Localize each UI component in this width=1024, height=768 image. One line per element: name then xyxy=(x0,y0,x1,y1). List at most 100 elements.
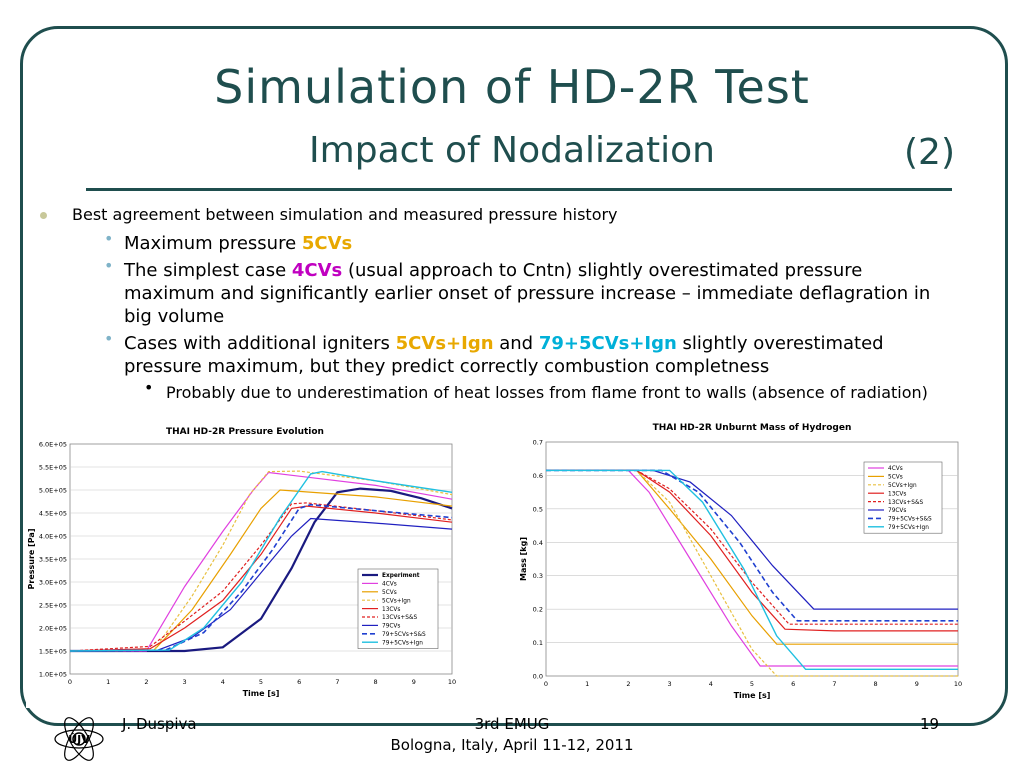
sub-bullet-3-text: Cases with additional igniters xyxy=(124,333,396,354)
x-tick-label: 6 xyxy=(791,680,795,688)
x-tick-label: 7 xyxy=(832,680,836,688)
legend-label: 4CVs xyxy=(382,582,397,588)
series-line-5 xyxy=(69,502,453,652)
sub-bullet-3-highlight-a: 5CVs+Ign xyxy=(395,333,494,354)
legend-label: 79+5CVs+Ign xyxy=(382,640,423,646)
y-tick-label: 4.0E+05 xyxy=(39,533,67,541)
slide-frame xyxy=(20,26,1008,726)
sub-bullet-1-highlight: 5CVs xyxy=(301,233,353,254)
slide-part-number: (2) xyxy=(904,132,955,173)
chart-title: THAI HD-2R Pressure Evolution xyxy=(166,427,324,437)
x-tick-label: 0 xyxy=(544,680,548,688)
legend-label: 13CVs+S&S xyxy=(888,500,923,506)
series-line-6 xyxy=(546,469,958,622)
y-tick-label: 3.0E+05 xyxy=(39,579,67,587)
sub-bullet-3-mid: and xyxy=(493,333,539,354)
legend-label: 79+5CVs+S&S xyxy=(888,517,932,523)
bullet-main: Best agreement between simulation and me… xyxy=(72,205,618,224)
bullet-dot xyxy=(40,212,47,219)
y-tick-label: 0.6 xyxy=(533,472,543,480)
y-tick-label: 0.0 xyxy=(533,673,543,681)
y-axis-label: Pressure [Pa] xyxy=(27,529,36,590)
x-tick-label: 9 xyxy=(412,678,416,686)
x-tick-label: 4 xyxy=(709,680,713,688)
y-tick-label: 5.0E+05 xyxy=(39,487,67,495)
title-divider xyxy=(86,188,952,191)
y-tick-label: 1.0E+05 xyxy=(39,671,67,679)
slide-subtitle: Impact of Nodalization xyxy=(309,130,715,171)
x-tick-label: 1 xyxy=(585,680,589,688)
y-tick-label: 4.5E+05 xyxy=(39,510,67,518)
y-axis-label: Mass [kg] xyxy=(519,537,528,581)
slide-title: Simulation of HD-2R Test xyxy=(214,60,810,114)
y-tick-label: 3.5E+05 xyxy=(39,556,67,564)
sub-bullet-marker: • xyxy=(104,329,114,348)
y-tick-label: 6.0E+05 xyxy=(39,441,67,449)
series-line-0 xyxy=(546,469,958,667)
x-tick-label: 5 xyxy=(259,678,263,686)
x-axis-label: Time [s] xyxy=(243,689,280,698)
legend-label: 79+5CVs+Ign xyxy=(888,525,929,531)
series-line-5 xyxy=(546,469,958,610)
sub-sub-bullet-marker: • xyxy=(144,378,154,397)
series-line-4 xyxy=(546,469,958,625)
sub-bullet-3-highlight-b: 79+5CVs+Ign xyxy=(538,333,677,354)
x-tick-label: 9 xyxy=(915,680,919,688)
sub-bullet-2: The simplest case 4CVs (usual approach t… xyxy=(124,259,954,328)
y-tick-label: 0.1 xyxy=(533,639,543,647)
series-line-7 xyxy=(546,469,958,670)
legend-label: 79CVs xyxy=(888,508,906,514)
pressure-chart: THAI HD-2R Pressure Evolution 1.0E+05 1.5E… xyxy=(26,424,466,708)
mass-chart: THAI HD-2R Unburnt Mass of Hydrogen 0.0 0.… xyxy=(512,418,972,708)
x-tick-label: 8 xyxy=(374,678,378,686)
chart-title: THAI HD-2R Unburnt Mass of Hydrogen xyxy=(653,423,852,433)
x-tick-label: 10 xyxy=(954,680,962,688)
series-line-6 xyxy=(69,517,453,652)
legend-label: 13CVs+S&S xyxy=(382,615,417,621)
sub-bullet-marker: • xyxy=(104,256,114,275)
y-tick-label: 0.7 xyxy=(533,439,543,447)
y-tick-label: 0.3 xyxy=(533,572,543,580)
x-tick-label: 2 xyxy=(144,678,148,686)
footer-author: J. Duspiva xyxy=(122,715,197,733)
sub-bullet-1: Maximum pressure 5CVs xyxy=(124,232,954,255)
sub-bullet-2-highlight: 4CVs xyxy=(291,260,343,281)
sub-bullet-3: Cases with additional igniters 5CVs+Ign … xyxy=(124,332,954,378)
legend-label: 13CVs xyxy=(382,607,400,613)
footer-event: 3rd EMUG xyxy=(474,715,550,733)
x-tick-label: 5 xyxy=(750,680,754,688)
legend-label: 79CVs xyxy=(382,624,400,630)
x-tick-label: 0 xyxy=(68,678,72,686)
sub-bullet-2-rest: (usual approach to Cntn) slightly overes… xyxy=(124,260,931,327)
y-tick-label: 5.5E+05 xyxy=(39,464,67,472)
footer-page-number: 19 xyxy=(920,715,940,733)
legend-label: Experiment xyxy=(382,573,420,579)
footer-place: Bologna, Italy, April 11-12, 2011 xyxy=(390,736,634,754)
x-tick-label: 1 xyxy=(106,678,110,686)
legend-label: 79+5CVs+S&S xyxy=(382,632,426,638)
x-tick-label: 3 xyxy=(668,680,672,688)
series-line-3 xyxy=(69,470,453,652)
x-tick-label: 7 xyxy=(335,678,339,686)
y-tick-label: 0.5 xyxy=(533,505,543,513)
legend-label: 13CVs xyxy=(888,491,906,497)
logo-text: ÚJV xyxy=(68,733,90,746)
legend-box xyxy=(863,461,943,534)
sub-bullet-marker: • xyxy=(104,229,114,248)
x-tick-label: 8 xyxy=(874,680,878,688)
series-line-2 xyxy=(69,489,453,652)
x-tick-label: 3 xyxy=(183,678,187,686)
sub-sub-bullet: Probably due to underestimation of heat … xyxy=(166,383,928,402)
legend-label: 4CVs xyxy=(888,466,903,472)
x-tick-label: 6 xyxy=(297,678,301,686)
legend-label: 5CVs xyxy=(382,590,397,596)
series-line-8 xyxy=(69,470,453,652)
legend-label: 5CVs+Ign xyxy=(888,483,917,489)
legend-label: 5CVs xyxy=(888,475,903,481)
y-tick-label: 1.5E+05 xyxy=(39,648,67,656)
sub-bullet-2-text: The simplest case xyxy=(124,260,292,281)
x-axis-label: Time [s] xyxy=(734,691,771,700)
sub-bullet-1-text: Maximum pressure xyxy=(124,233,302,254)
y-tick-label: 0.4 xyxy=(533,539,543,547)
y-tick-label: 0.2 xyxy=(533,606,543,614)
